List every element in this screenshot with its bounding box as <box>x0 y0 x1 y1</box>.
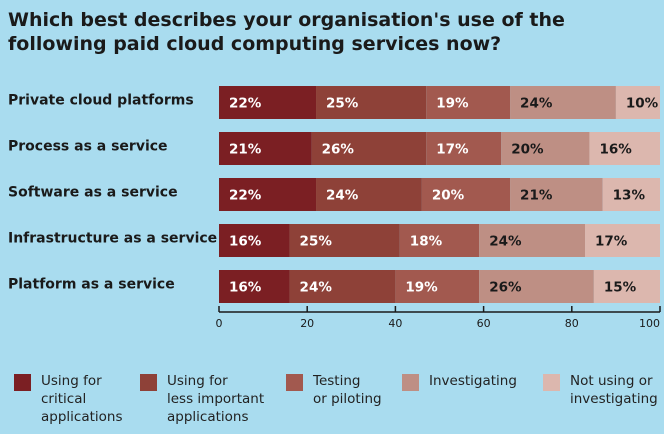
data-label: 22% <box>229 188 262 204</box>
bar-segment <box>289 270 396 303</box>
data-label: 20% <box>511 142 544 158</box>
stacked-bar-chart: Private cloud platforms 22% 25% 19% 24% 10% Pr… <box>8 86 661 330</box>
bar-segment <box>501 132 590 165</box>
data-label: 19% <box>405 280 438 296</box>
data-label: 13% <box>613 188 646 204</box>
bar-segment <box>399 224 480 257</box>
legend-swatch <box>14 374 31 391</box>
legend-item: Using for less important applications <box>140 372 264 426</box>
x-tick-label: 80 <box>565 317 579 330</box>
category-label: Process as a service <box>8 139 168 155</box>
data-label: 18% <box>410 234 443 250</box>
data-label: 21% <box>520 188 553 204</box>
legend-swatch <box>402 374 419 391</box>
bar-segment <box>585 224 660 257</box>
legend-item: Investigating <box>402 372 517 391</box>
chart-title: Which best describes your organisation's… <box>8 9 565 55</box>
bar-segment <box>316 178 422 211</box>
legend-swatch <box>543 374 560 391</box>
category-label: Private cloud platforms <box>8 93 194 109</box>
data-label: 26% <box>322 142 355 158</box>
bar-segment <box>219 224 290 257</box>
data-label: 17% <box>595 234 628 250</box>
category-label: Platform as a service <box>8 277 175 293</box>
bar-segment <box>479 224 586 257</box>
x-tick-label: 20 <box>300 317 314 330</box>
data-label: 24% <box>489 234 522 250</box>
data-label: 20% <box>432 188 465 204</box>
bar-segment <box>316 86 427 119</box>
bar-segment <box>289 224 400 257</box>
legend-label: Not using or investigating <box>570 373 658 407</box>
bar-segment <box>593 270 660 303</box>
bar-segment <box>510 178 603 211</box>
legend-label: Using for critical applications <box>41 373 123 425</box>
data-label: 25% <box>326 96 359 112</box>
bar-segment <box>219 132 312 165</box>
legend-label: Investigating <box>429 373 517 389</box>
data-label: 25% <box>300 234 333 250</box>
legend-swatch <box>140 374 157 391</box>
bar-segment <box>510 86 616 119</box>
data-label: 17% <box>436 142 469 158</box>
bar-segment <box>479 270 594 303</box>
bar-segment <box>615 86 660 119</box>
data-label: 24% <box>300 280 333 296</box>
legend-swatch <box>286 374 303 391</box>
x-tick-label: 60 <box>477 317 491 330</box>
legend-label: Using for less important applications <box>167 373 265 425</box>
bar-segment <box>395 270 480 303</box>
data-label: 26% <box>489 280 522 296</box>
bar-segment <box>219 178 317 211</box>
bar-segment <box>219 270 290 303</box>
bar-segment <box>426 132 502 165</box>
data-label: 10% <box>626 96 659 112</box>
legend-item: Testing or piloting <box>286 372 382 408</box>
category-label: Infrastructure as a service <box>8 231 217 247</box>
data-label: 24% <box>326 188 359 204</box>
data-label: 22% <box>229 96 262 112</box>
data-label: 16% <box>229 280 262 296</box>
data-label: 24% <box>520 96 553 112</box>
legend-item: Not using or investigating <box>543 372 658 408</box>
bar-segment <box>602 178 660 211</box>
x-tick-label: 100 <box>639 317 660 330</box>
legend: Using for critical applications Using for… <box>0 372 664 434</box>
data-label: 16% <box>229 234 262 250</box>
bar-segment <box>589 132 660 165</box>
category-label: Software as a service <box>8 185 178 201</box>
bar-segment <box>421 178 511 211</box>
bar-segment <box>426 86 511 119</box>
bar-segment <box>311 132 427 165</box>
data-label: 19% <box>436 96 469 112</box>
legend-label: Testing or piloting <box>313 373 382 407</box>
x-tick-label: 0 <box>216 317 223 330</box>
data-label: 16% <box>599 142 632 158</box>
x-tick-label: 40 <box>388 317 402 330</box>
data-label: 15% <box>604 280 637 296</box>
bar-segment <box>219 86 317 119</box>
legend-item: Using for critical applications <box>14 372 123 426</box>
data-label: 21% <box>229 142 262 158</box>
